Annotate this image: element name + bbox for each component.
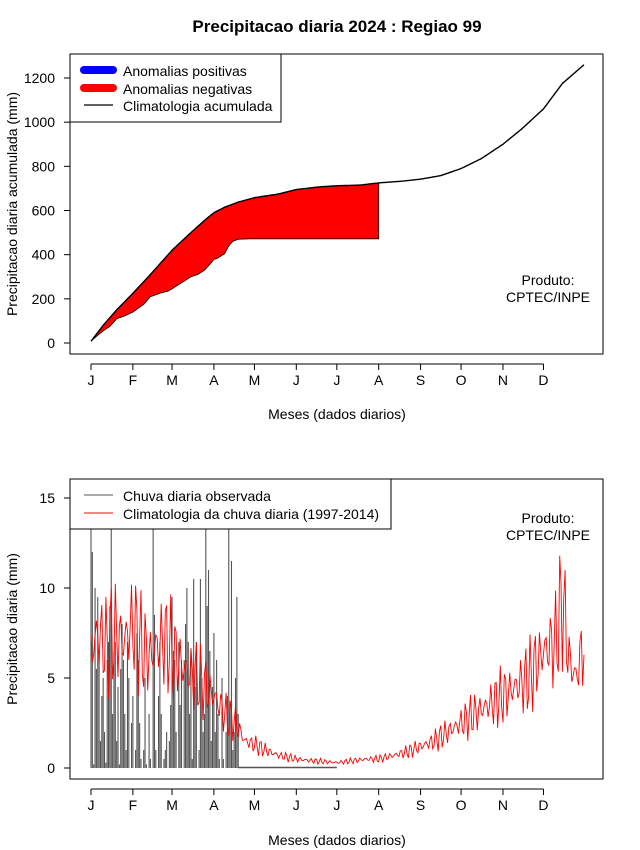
x-tick-label: J	[333, 797, 340, 813]
product-source: CPTEC/INPE	[506, 527, 590, 543]
x-tick-label: A	[374, 372, 384, 388]
product-source: CPTEC/INPE	[506, 289, 590, 305]
climatology-line-layer	[90, 555, 585, 766]
y-tick-label: 15	[39, 490, 55, 506]
legend-entry-observed: Chuva diaria observada	[123, 488, 271, 504]
legend: Chuva diaria observada Climatologia da c…	[69, 478, 392, 530]
x-tick-label: O	[456, 797, 467, 813]
y-axis-label: Precipitacao diaria acumulada (mm)	[4, 92, 20, 316]
x-tick-label: M	[166, 797, 178, 813]
climatology-daily-line	[90, 555, 585, 766]
x-tick-label: J	[333, 372, 340, 388]
y-axis: 0 200 400 600 800 1000 1200	[24, 70, 71, 351]
x-tick-label: M	[249, 372, 261, 388]
legend: Anomalias positivas Anomalias negativas …	[69, 53, 282, 123]
y-tick-label: 10	[39, 580, 55, 596]
negative-anomaly-area	[90, 182, 380, 342]
y-tick-label: 1000	[24, 114, 55, 130]
x-tick-label: J	[293, 372, 300, 388]
anomaly-area-layer	[90, 182, 380, 342]
x-tick-label: A	[374, 797, 384, 813]
x-tick-label: S	[416, 372, 425, 388]
x-tick-label: S	[416, 797, 425, 813]
y-tick-label: 1200	[24, 70, 55, 86]
climatology-cumulative-line	[90, 64, 585, 342]
y-tick-label: 400	[32, 247, 56, 263]
product-label: Produto:	[522, 510, 575, 526]
x-axis-label: Meses (dados diarios)	[268, 406, 406, 422]
x-tick-label: N	[498, 372, 508, 388]
x-tick-label: M	[166, 372, 178, 388]
y-tick-label: 200	[32, 291, 56, 307]
x-tick-label: M	[249, 797, 261, 813]
x-tick-label: A	[209, 797, 219, 813]
y-axis: 0 5 10 15	[39, 490, 71, 776]
x-tick-label: A	[209, 372, 219, 388]
legend-box	[69, 478, 392, 530]
x-tick-label: J	[293, 797, 300, 813]
y-tick-label: 800	[32, 158, 56, 174]
x-tick-label: J	[88, 797, 95, 813]
x-tick-label: D	[538, 372, 548, 388]
legend-entry-positive: Anomalias positivas	[123, 63, 247, 79]
legend-entry-climatology: Climatologia da chuva diaria (1997-2014)	[123, 506, 379, 522]
y-tick-label: 0	[47, 335, 55, 351]
daily-plot: 0 5 10 15 J F M A M J J A S O N D	[39, 478, 604, 813]
x-tick-label: F	[129, 372, 138, 388]
x-tick-label: O	[456, 372, 467, 388]
y-tick-label: 0	[47, 760, 55, 776]
x-tick-label: J	[88, 372, 95, 388]
x-tick-label: D	[538, 797, 548, 813]
product-label: Produto:	[522, 272, 575, 288]
y-axis-label: Precipitacao diaria (mm)	[4, 553, 20, 705]
x-tick-label: N	[498, 797, 508, 813]
y-tick-label: 5	[47, 670, 55, 686]
legend-entry-negative: Anomalias negativas	[123, 81, 252, 97]
y-tick-label: 600	[32, 203, 56, 219]
cumulative-lines-layer	[90, 64, 585, 342]
x-tick-label: F	[129, 797, 138, 813]
chart-title: Precipitacao diaria 2024 : Regiao 99	[192, 17, 481, 36]
x-axis-label: Meses (dados diarios)	[268, 832, 406, 848]
legend-entry-climatology: Climatologia acumulada	[123, 98, 273, 114]
